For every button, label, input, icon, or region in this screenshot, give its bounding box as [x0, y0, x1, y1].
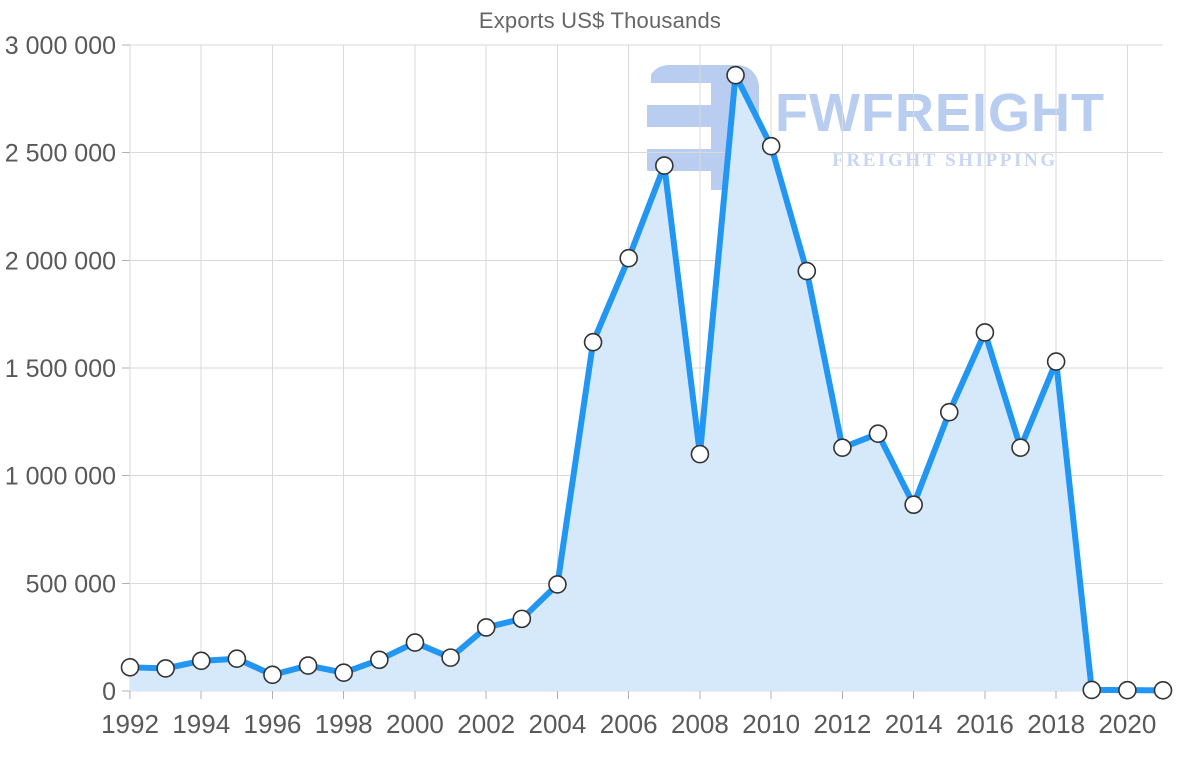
data-point-marker[interactable]	[583, 332, 603, 352]
x-axis-tick-label: 2002	[457, 709, 515, 739]
x-axis-tick-label: 2008	[671, 709, 729, 739]
x-axis-tick-label: 2006	[600, 709, 658, 739]
data-point-marker[interactable]	[334, 663, 354, 682]
x-axis-tick-label: 2020	[1098, 709, 1156, 739]
data-point-marker[interactable]	[939, 402, 959, 422]
x-axis-tick-label: 2016	[956, 709, 1014, 739]
data-point-marker[interactable]	[370, 650, 389, 670]
data-point-marker[interactable]	[904, 495, 923, 515]
data-point-marker[interactable]	[227, 649, 247, 669]
x-axis-tick-label: 2012	[813, 709, 871, 739]
chart-title: Exports US$ Thousands	[478, 8, 722, 33]
data-point-marker[interactable]	[1118, 680, 1137, 700]
data-point-marker[interactable]	[405, 633, 425, 652]
x-axis-tick-label: 2000	[386, 709, 444, 739]
y-axis-tick-label: 0	[102, 678, 116, 706]
data-point-marker[interactable]	[1082, 680, 1102, 700]
data-point-marker[interactable]	[1011, 438, 1030, 457]
y-axis-tick-label: 1 000 000	[5, 463, 116, 491]
x-axis-tick-label: 2014	[885, 709, 943, 739]
series-area-fill	[130, 75, 1163, 691]
data-point-marker[interactable]	[833, 438, 852, 457]
x-axis-tick-label: 2010	[742, 709, 800, 739]
x-axis-tick-label: 1998	[315, 709, 373, 739]
data-point-marker[interactable]	[476, 618, 496, 637]
data-point-marker[interactable]	[512, 609, 532, 629]
data-point-marker[interactable]	[726, 65, 745, 85]
data-point-marker[interactable]	[761, 136, 781, 156]
data-point-marker[interactable]	[441, 648, 460, 667]
data-point-marker[interactable]	[655, 156, 674, 175]
data-point-marker[interactable]	[975, 323, 995, 342]
y-axis-tick-label: 3 000 000	[5, 32, 116, 60]
x-axis-tick-label: 1996	[244, 709, 302, 739]
y-axis-tick-label: 1 500 000	[5, 355, 116, 383]
data-point-marker[interactable]	[263, 665, 282, 685]
x-axis-tick-label: 1994	[172, 709, 230, 739]
y-axis-tick-label: 500 000	[26, 570, 116, 598]
data-point-marker[interactable]	[797, 261, 817, 281]
data-point-marker[interactable]	[120, 658, 140, 677]
x-axis-tick-label: 2004	[529, 709, 587, 739]
x-axis-tick-label: 2018	[1027, 709, 1085, 739]
x-axis-tick-label: 1992	[101, 709, 159, 739]
data-point-marker[interactable]	[191, 651, 211, 671]
y-axis-tick-label: 2 000 000	[5, 247, 116, 275]
data-point-marker[interactable]	[548, 575, 567, 594]
data-point-marker[interactable]	[619, 248, 638, 268]
y-axis-tick-label: 2 500 000	[5, 140, 116, 168]
data-point-marker[interactable]	[1046, 352, 1066, 371]
data-point-marker[interactable]	[868, 424, 888, 443]
data-point-marker[interactable]	[1153, 681, 1173, 700]
data-point-marker[interactable]	[156, 659, 175, 678]
data-point-marker[interactable]	[690, 444, 710, 464]
data-point-marker[interactable]	[298, 656, 318, 675]
